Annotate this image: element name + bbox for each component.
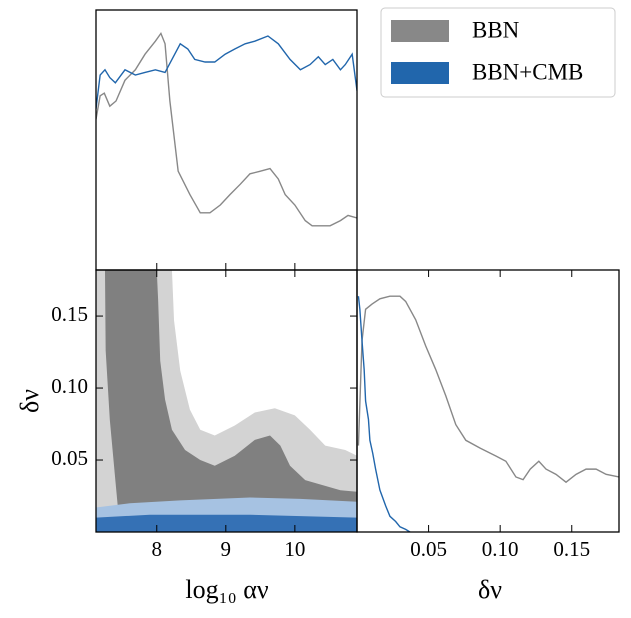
density-line [96, 31, 357, 227]
legend-swatch [391, 20, 449, 42]
y-axis-label: δν [15, 389, 44, 413]
marginal-delta [357, 295, 619, 532]
frames [95, 9, 620, 533]
y-tick-label: 0.05 [51, 446, 88, 470]
joint-contours [96, 270, 357, 532]
x-tick-label: 8 [152, 537, 163, 561]
x-tick-label: 0.10 [482, 537, 519, 561]
frame [356, 269, 620, 533]
density-line [357, 295, 619, 484]
y-tick-label: 0.15 [51, 302, 88, 326]
marginal-alpha [96, 31, 357, 227]
contour-region [96, 514, 357, 532]
annotations: log₁₀ αν δν δν BBN BBN+CMB 8 9 10 0.05 0.10 0.1… [15, 7, 616, 604]
legend-label: BBN+CMB [472, 59, 583, 84]
legend-label: BBN [472, 17, 520, 42]
x-tick-label: 0.15 [553, 537, 590, 561]
x-tick-label: 0.05 [410, 537, 447, 561]
x-axis-label: log₁₀ αν [185, 575, 268, 604]
contour-region [104, 270, 357, 532]
x-tick-label: 10 [284, 537, 305, 561]
x-tick-label: 9 [221, 537, 232, 561]
frame [95, 9, 358, 271]
legend-swatch [391, 62, 449, 84]
density-line [96, 35, 357, 109]
density-line [357, 296, 411, 532]
x-axis-label: δν [478, 575, 502, 604]
y-tick-label: 0.10 [51, 374, 88, 398]
